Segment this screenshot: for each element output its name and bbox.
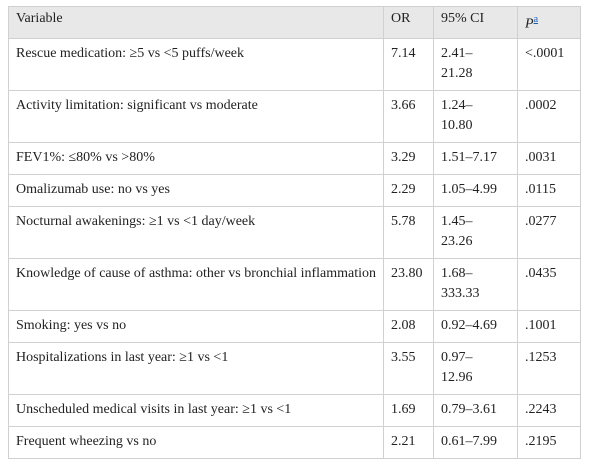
variable-cell: Activity limitation: significant vs mode… <box>8 89 384 143</box>
p-cell: .0277 <box>517 205 581 259</box>
or-cell: 5.78 <box>383 205 434 259</box>
footnote-link[interactable]: a <box>533 14 539 25</box>
ci-cell: 0.61–7.99 <box>433 425 518 459</box>
page: Variable OR 95% CI Pa Rescue medication:… <box>8 6 581 459</box>
variable-cell: Smoking: yes vs no <box>8 309 384 343</box>
table-row: FEV1%: ≤80% vs >80% 3.29 1.51–7.17.0031 <box>8 141 581 175</box>
p-cell: .0002 <box>517 89 581 143</box>
ci-cell: 0.97–12.96 <box>433 341 518 395</box>
ci-cell: 1.24–10.80 <box>433 89 518 143</box>
table-row: Rescue medication: ≥5 vs <5 puffs/week 7.… <box>8 37 581 91</box>
p-cell: .1253 <box>517 341 581 395</box>
table-row: Omalizumab use: no vs yes 2.29 1.05–4.99.0… <box>8 173 581 207</box>
ci-cell: 1.68–333.33 <box>433 257 518 311</box>
header-cell: OR <box>383 6 434 39</box>
p-cell: .2195 <box>517 425 581 459</box>
ci-cell: 1.45–23.26 <box>433 205 518 259</box>
header-cell: Variable <box>8 6 384 39</box>
table-row: Frequent wheezing vs no 2.21 0.61–7.99.219… <box>8 425 581 459</box>
or-cell: 1.69 <box>383 393 434 427</box>
ci-cell: 0.92–4.69 <box>433 309 518 343</box>
p-cell: .0115 <box>517 173 581 207</box>
p-cell: <.0001 <box>517 37 581 91</box>
or-cell: 3.66 <box>383 89 434 143</box>
table-row: Unscheduled medical visits in last year:… <box>8 393 581 427</box>
p-cell: .0031 <box>517 141 581 175</box>
variable-cell: Rescue medication: ≥5 vs <5 puffs/week <box>8 37 384 91</box>
table-row: Activity limitation: significant vs mode… <box>8 89 581 143</box>
table-row: Knowledge of cause of asthma: other vs b… <box>8 257 581 311</box>
ci-cell: 1.05–4.99 <box>433 173 518 207</box>
footnote-ref: a <box>534 12 538 25</box>
p-cell: .0435 <box>517 257 581 311</box>
header-cell: Pa <box>517 6 581 39</box>
table-row: Nocturnal awakenings: ≥1 vs <1 day/week 5… <box>8 205 581 259</box>
variable-cell: Unscheduled medical visits in last year:… <box>8 393 384 427</box>
or-cell: 7.14 <box>383 37 434 91</box>
or-cell: 23.80 <box>383 257 434 311</box>
or-cell: 2.21 <box>383 425 434 459</box>
table-header: Variable OR 95% CI Pa <box>8 6 581 39</box>
variable-cell: Frequent wheezing vs no <box>8 425 384 459</box>
variable-cell: Hospitalizations in last year: ≥1 vs <1 <box>8 341 384 395</box>
p-label: P <box>525 16 534 32</box>
variable-cell: Nocturnal awakenings: ≥1 vs <1 day/week <box>8 205 384 259</box>
variable-cell: Knowledge of cause of asthma: other vs b… <box>8 257 384 311</box>
ci-cell: 0.79–3.61 <box>433 393 518 427</box>
ci-cell: 1.51–7.17 <box>433 141 518 175</box>
p-cell: .1001 <box>517 309 581 343</box>
or-cell: 2.29 <box>383 173 434 207</box>
or-cell: 3.29 <box>383 141 434 175</box>
table-body: Rescue medication: ≥5 vs <5 puffs/week 7.… <box>8 37 581 459</box>
p-cell: .2243 <box>517 393 581 427</box>
table-row: Hospitalizations in last year: ≥1 vs <1 3… <box>8 341 581 395</box>
table-row: Smoking: yes vs no 2.08 0.92–4.69.1001 <box>8 309 581 343</box>
header-row: Variable OR 95% CI Pa <box>8 6 581 39</box>
or-cell: 3.55 <box>383 341 434 395</box>
variable-cell: Omalizumab use: no vs yes <box>8 173 384 207</box>
header-cell: 95% CI <box>433 6 518 39</box>
ci-cell: 2.41–21.28 <box>433 37 518 91</box>
variable-cell: FEV1%: ≤80% vs >80% <box>8 141 384 175</box>
results-table: Variable OR 95% CI Pa Rescue medication:… <box>8 6 581 459</box>
or-cell: 2.08 <box>383 309 434 343</box>
